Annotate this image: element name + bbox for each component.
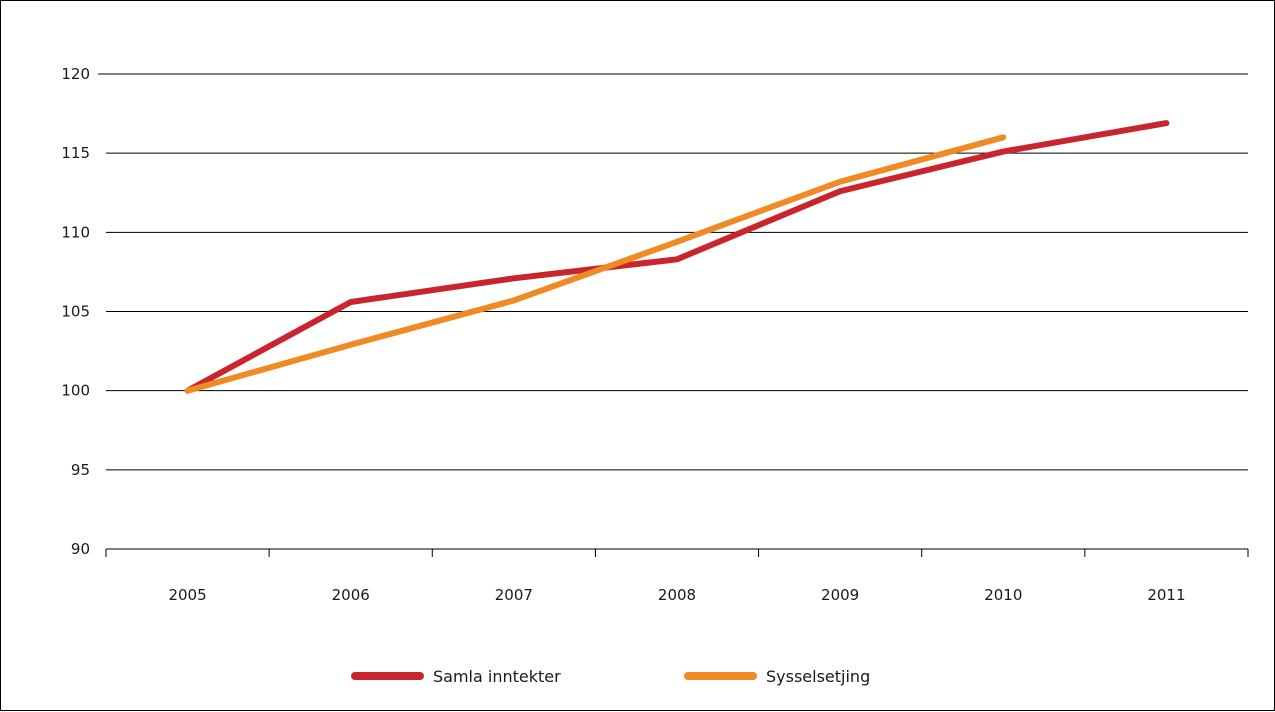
series-lines [184, 120, 1170, 394]
x-tick-label-2005: 2005 [168, 586, 206, 604]
legend-label-sysselsetjing: Sysselsetjing [766, 667, 870, 686]
y-tick-label: 95 [71, 461, 90, 479]
x-tick-label-2009: 2009 [821, 586, 859, 604]
y-tick-label: 90 [71, 540, 90, 558]
y-tick-label: 115 [61, 144, 90, 162]
legend: Samla inntekter Sysselsetjing [351, 667, 870, 686]
gridlines [106, 73, 1248, 471]
series-line-samla-inntekter [184, 120, 1170, 394]
series-line-sysselsetjing [184, 134, 1007, 394]
x-tick-labels: 2005 2006 2007 2008 2009 2010 2011 [168, 586, 1185, 604]
x-tick-label-2008: 2008 [658, 586, 696, 604]
x-tick-label-2010: 2010 [984, 586, 1022, 604]
x-tick-label-2011: 2011 [1147, 586, 1185, 604]
y-tick-labels: 90 95 100 105 110 115 120 [61, 65, 90, 558]
x-tick-label-2007: 2007 [495, 586, 533, 604]
legend-label-samla-inntekter: Samla inntekter [433, 667, 561, 686]
axes [98, 73, 1249, 557]
x-tick-label-2006: 2006 [332, 586, 370, 604]
y-tick-label: 110 [61, 223, 90, 241]
y-tick-label: 100 [61, 382, 90, 400]
y-tick-label: 120 [61, 65, 90, 83]
y-tick-label: 105 [61, 303, 90, 321]
